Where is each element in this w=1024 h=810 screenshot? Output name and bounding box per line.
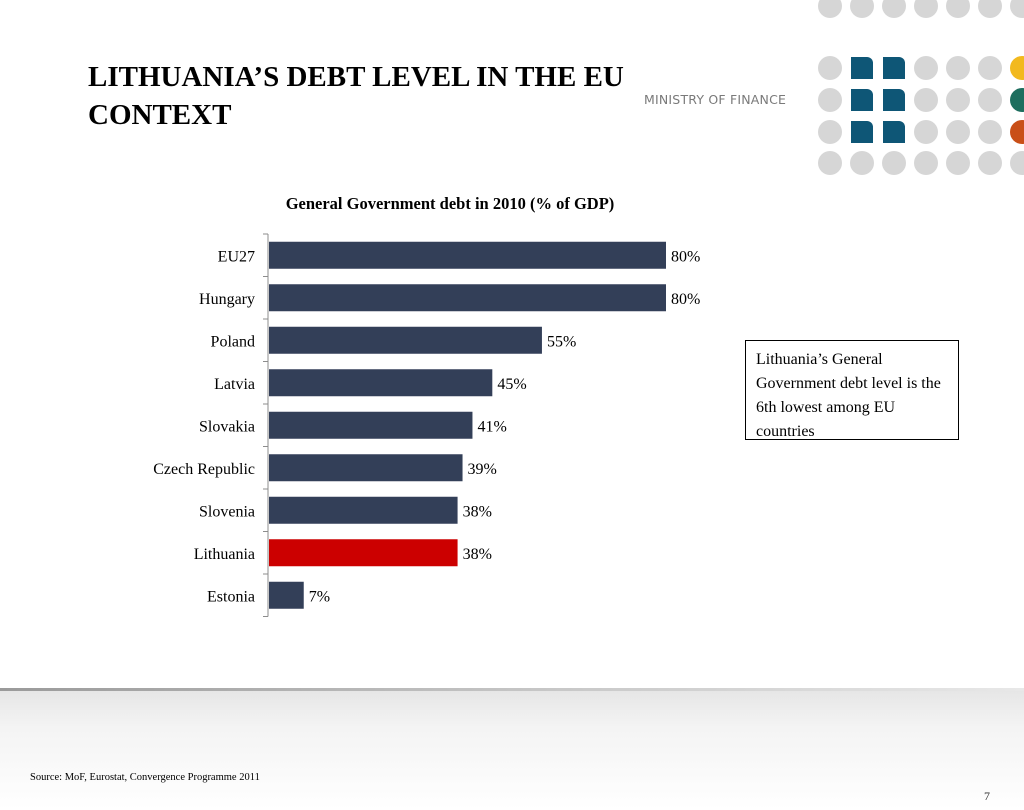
- category-label: Poland: [211, 333, 255, 350]
- data-label: 38%: [463, 546, 492, 563]
- data-label: 7%: [309, 588, 330, 605]
- debt-bar-chart: EU27 80% Hungary 80% Poland 55% Latvia 45% Slova…: [153, 233, 700, 617]
- footer-divider: [0, 688, 1024, 691]
- category-label: EU27: [218, 248, 255, 265]
- bar-slovakia: [269, 411, 473, 439]
- bar-poland: [269, 326, 542, 354]
- data-label: 41%: [477, 418, 506, 435]
- data-label: 39%: [468, 461, 497, 478]
- bar-estonia: [269, 581, 304, 609]
- data-label: 38%: [463, 503, 492, 520]
- callout-box: Lithuania’s General Government debt leve…: [745, 340, 959, 440]
- page-number: 7: [984, 789, 990, 803]
- bar-latvia: [269, 369, 493, 397]
- bar-czech-republic: [269, 454, 463, 482]
- category-label: Czech Republic: [153, 461, 255, 478]
- bar-hungary: [269, 284, 666, 312]
- data-label: 80%: [671, 291, 700, 308]
- category-label: Latvia: [214, 376, 255, 393]
- bar-slovenia: [269, 496, 458, 524]
- ministry-label: MINISTRY OF FINANCE: [644, 92, 787, 107]
- bar-lithuania: [269, 539, 458, 567]
- source-note: Source: MoF, Eurostat, Convergence Progr…: [30, 772, 260, 783]
- footer-band: [0, 688, 1024, 810]
- category-label: Slovenia: [199, 503, 255, 520]
- data-label: 45%: [497, 376, 526, 393]
- chart-title: General Government debt in 2010 (% of GD…: [285, 194, 615, 213]
- category-label: Estonia: [207, 588, 255, 605]
- category-label: Lithuania: [194, 546, 255, 563]
- category-label: Hungary: [199, 291, 255, 308]
- data-label: 80%: [671, 248, 700, 265]
- data-label: 55%: [547, 333, 576, 350]
- bar-eu27: [269, 241, 666, 269]
- slide-title: LITHUANIA’S DEBT LEVEL IN THE EU CONTEXT: [88, 61, 624, 131]
- category-label: Slovakia: [199, 418, 255, 435]
